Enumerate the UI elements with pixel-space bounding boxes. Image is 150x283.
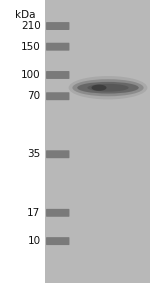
- FancyBboxPatch shape: [46, 22, 69, 30]
- Ellipse shape: [92, 85, 106, 91]
- FancyBboxPatch shape: [46, 43, 69, 51]
- Text: 70: 70: [27, 91, 40, 101]
- Text: 35: 35: [27, 149, 40, 159]
- Ellipse shape: [72, 79, 144, 96]
- Text: 10: 10: [27, 236, 40, 246]
- FancyBboxPatch shape: [46, 237, 69, 245]
- Text: kDa: kDa: [15, 10, 36, 20]
- FancyBboxPatch shape: [46, 71, 69, 79]
- Bar: [45, 0, 150, 283]
- Ellipse shape: [77, 82, 139, 94]
- FancyBboxPatch shape: [46, 150, 69, 158]
- Ellipse shape: [69, 76, 147, 99]
- Text: 210: 210: [21, 21, 40, 31]
- FancyBboxPatch shape: [46, 92, 69, 100]
- FancyBboxPatch shape: [46, 209, 69, 217]
- Text: 100: 100: [21, 70, 40, 80]
- Ellipse shape: [87, 84, 129, 92]
- Text: 150: 150: [21, 42, 40, 52]
- Text: 17: 17: [27, 208, 40, 218]
